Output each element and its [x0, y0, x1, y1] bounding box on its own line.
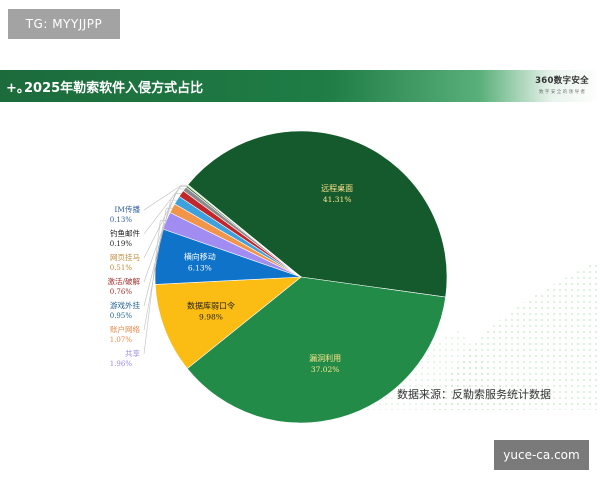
- slice-value-label: 1.07%: [110, 336, 133, 344]
- leader-line: [143, 186, 187, 235]
- pie-slice: [186, 276, 446, 424]
- pie-slice: [187, 130, 448, 298]
- leader-line: [143, 193, 182, 283]
- slice-value-label: 0.76%: [110, 288, 133, 296]
- slice-label: 远程桌面: [321, 183, 353, 193]
- slice-label: 激活/破解: [107, 276, 140, 286]
- header-band: +。 2025年勒索软件入侵方式占比: [0, 70, 600, 102]
- slice-value-label: 9.98%: [199, 312, 223, 321]
- slice-value-label: 0.51%: [110, 264, 133, 272]
- pie-slice: [154, 276, 302, 369]
- source-note: 数据来源：反勒索服务统计数据: [397, 388, 551, 401]
- page-title: 2025年勒索软件入侵方式占比: [24, 81, 204, 96]
- slice-label: 数据库弱口令: [187, 300, 235, 310]
- slice-value-label: 6.13%: [188, 264, 212, 273]
- slice-label: 钓鱼邮件: [110, 228, 140, 238]
- slice-label: 共享: [125, 348, 140, 358]
- slice-label: 游戏外挂: [110, 300, 140, 310]
- slice-value-label: 0.13%: [110, 216, 133, 224]
- slice-label: 网页挂马: [110, 252, 140, 262]
- leader-line: [143, 220, 167, 355]
- slice-label: 横向移动: [184, 252, 216, 262]
- leader-line: [143, 207, 173, 331]
- slice-label: IM传播: [114, 204, 140, 214]
- slice-value-label: 1.96%: [110, 360, 133, 368]
- leader-line: [143, 184, 188, 211]
- brand-tagline: 数 字 安 全 的 领 导 者: [538, 90, 585, 95]
- slice-value-label: 0.19%: [110, 240, 133, 248]
- tag-badge: TG: MYYJJPP: [8, 9, 120, 39]
- leader-line: [143, 199, 177, 307]
- slice-label: 漏洞利用: [309, 353, 341, 363]
- slice-value-label: 0.95%: [110, 312, 133, 320]
- slice-value-label: 37.02%: [311, 365, 340, 374]
- brand-name: 360数字安全: [535, 76, 589, 86]
- slice-label: 账户网络: [110, 324, 140, 334]
- header-plus-icon: +。: [6, 81, 30, 96]
- brand-logo: 360数字安全 数 字 安 全 的 领 导 者: [527, 73, 597, 99]
- slice-value-label: 41.31%: [323, 195, 352, 204]
- leader-line: [143, 188, 185, 259]
- watermark: yuce-ca.com: [494, 440, 589, 470]
